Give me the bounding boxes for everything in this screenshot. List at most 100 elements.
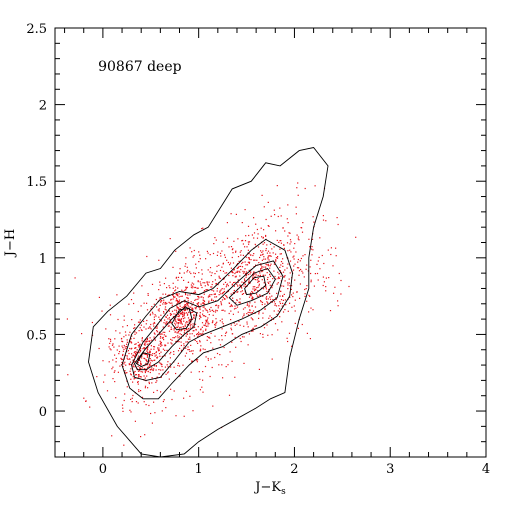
scatter-point [191, 307, 193, 309]
scatter-point [322, 219, 325, 221]
scatter-point [133, 292, 135, 294]
scatter-point [264, 308, 266, 310]
scatter-point [207, 357, 209, 360]
scatter-point [177, 307, 179, 309]
scatter-point [219, 269, 222, 272]
scatter-point [150, 323, 152, 326]
scatter-point [156, 330, 158, 332]
scatter-point [128, 334, 130, 336]
scatter-point [134, 343, 136, 345]
scatter-point [165, 321, 167, 323]
scatter-point [186, 309, 189, 311]
scatter-point [160, 320, 162, 322]
scatter-point [187, 321, 189, 323]
scatter-point [162, 326, 164, 328]
scatter-point [197, 335, 199, 338]
scatter-point [126, 343, 128, 345]
scatter-point [260, 301, 262, 303]
scatter-point [195, 263, 197, 265]
scatter-point [149, 326, 151, 328]
scatter-point [122, 410, 124, 412]
scatter-point [259, 274, 261, 276]
scatter-point [198, 371, 200, 373]
scatter-point [183, 345, 185, 347]
scatter-point [125, 346, 128, 348]
scatter-point [134, 370, 136, 373]
scatter-point [158, 353, 161, 355]
scatter-point [268, 289, 270, 291]
scatter-point [273, 270, 275, 272]
scatter-point [175, 298, 178, 300]
scatter-point [118, 351, 121, 353]
scatter-point [147, 294, 149, 296]
scatter-point [149, 369, 151, 371]
scatter-point [209, 295, 211, 298]
scatter-point [171, 302, 173, 304]
scatter-point [265, 266, 267, 268]
scatter-point [132, 394, 134, 397]
scatter-point [198, 331, 200, 333]
x-axis-label-subscript: s [281, 487, 286, 497]
scatter-point [355, 236, 357, 238]
scatter-point [168, 294, 170, 296]
scatter-point [239, 285, 241, 287]
scatter-point [120, 358, 123, 360]
scatter-point [148, 365, 150, 367]
scatter-point [256, 237, 259, 239]
scatter-point [192, 410, 194, 412]
scatter-point [158, 369, 160, 371]
scatter-point [228, 394, 231, 396]
scatter-point [189, 350, 191, 352]
scatter-point [233, 308, 236, 310]
scatter-point [185, 287, 187, 289]
scatter-point [188, 319, 190, 322]
scatter-point [267, 225, 269, 227]
scatter-point [130, 342, 133, 344]
scatter-point [242, 293, 244, 295]
scatter-point [174, 309, 176, 311]
scatter-point [237, 281, 239, 283]
scatter-point [310, 248, 313, 250]
scatter-point [138, 346, 140, 348]
scatter-point [149, 352, 151, 354]
scatter-point [261, 259, 263, 261]
scatter-point [166, 321, 168, 323]
scatter-point [178, 318, 180, 320]
scatter-point [301, 231, 304, 233]
scatter-point [262, 243, 264, 245]
scatter-point [222, 241, 224, 243]
scatter-point [177, 279, 179, 281]
scatter-point [153, 332, 155, 334]
scatter-point [242, 243, 244, 245]
scatter-point [118, 345, 120, 347]
scatter-point [141, 329, 143, 332]
scatter-point [207, 321, 209, 323]
scatter-point [184, 329, 186, 331]
scatter-point [183, 279, 185, 281]
scatter-point [229, 264, 231, 266]
scatter-point [262, 270, 264, 272]
scatter-point [223, 288, 225, 290]
scatter-point [126, 355, 128, 357]
scatter-point [183, 272, 185, 274]
scatter-point [244, 273, 247, 275]
scatter-point [189, 247, 191, 249]
scatter-point [258, 285, 260, 287]
scatter-point [240, 265, 242, 267]
scatter-point [183, 310, 185, 312]
scatter-point [191, 333, 193, 335]
density-contour [133, 306, 198, 371]
scatter-point [184, 292, 187, 295]
scatter-point [262, 288, 265, 290]
scatter-point [279, 266, 281, 268]
scatter-point [204, 348, 206, 351]
scatter-point [245, 274, 247, 276]
scatter-point [308, 238, 310, 240]
scatter-point [144, 368, 146, 370]
scatter-point [144, 434, 146, 436]
scatter-point [243, 285, 245, 287]
scatter-point [279, 270, 281, 272]
scatter-point [249, 273, 251, 275]
scatter-point [98, 296, 100, 298]
scatter-point [131, 401, 133, 403]
